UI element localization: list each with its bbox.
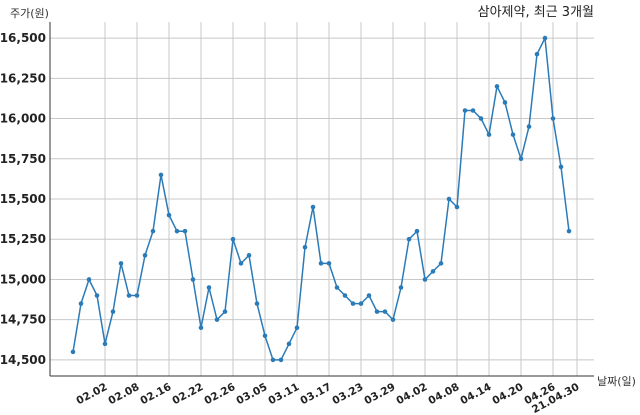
axis-layer [49, 22, 594, 377]
data-point [374, 309, 380, 314]
data-point [302, 244, 308, 250]
x-tick-label: 03.17 [298, 381, 333, 407]
y-tick-label: 16,500 [0, 31, 46, 45]
y-tick-label: 14,750 [0, 313, 46, 327]
x-tick-label: 02.02 [74, 381, 109, 407]
data-point [566, 228, 572, 234]
data-point [430, 269, 436, 274]
data-point [382, 309, 388, 314]
grid-layer [50, 22, 594, 376]
data-point [198, 325, 204, 331]
y-tick-labels: 14,500 14,750 15,000 15,250 15,500 15,750 16,0… [0, 31, 46, 367]
x-tick-label: 04.02 [394, 381, 429, 407]
data-point [478, 116, 484, 121]
data-point [134, 293, 140, 298]
data-point [406, 236, 412, 242]
x-tick-label: 03.05 [234, 381, 269, 407]
data-point [502, 100, 508, 105]
data-point [366, 293, 372, 298]
data-point [462, 108, 468, 113]
x-tick-label: 04.20 [490, 381, 525, 407]
data-point [110, 309, 116, 314]
data-point [310, 204, 316, 210]
data-point [494, 84, 500, 89]
data-point [278, 357, 284, 363]
data-point [222, 309, 228, 314]
x-tick-label: 02.26 [202, 381, 237, 407]
data-point [446, 196, 452, 202]
data-point [158, 172, 164, 178]
x-tick-label: 03.29 [362, 381, 397, 407]
data-point [270, 357, 276, 363]
data-point [510, 132, 516, 137]
y-axis-label: 주가(원) [10, 7, 49, 20]
data-point [470, 108, 476, 113]
y-tick-label: 15,500 [0, 192, 46, 206]
data-point [102, 341, 108, 347]
y-tick-label: 16,250 [0, 71, 46, 85]
x-tick-labels: 02.0202.0802.1602.2202.2603.0503.1103.17… [74, 381, 581, 415]
y-tick-label: 16,000 [0, 112, 46, 126]
data-point [254, 301, 260, 306]
data-point [350, 301, 356, 306]
data-point [286, 341, 292, 347]
data-point [166, 212, 172, 218]
x-axis-label: 날짜(일) [597, 374, 636, 388]
data-point [182, 228, 188, 234]
y-tick-label: 14,500 [0, 353, 46, 367]
x-tick-label: 04.14 [458, 381, 493, 407]
data-point [94, 293, 100, 298]
data-point [174, 228, 180, 234]
data-point [70, 349, 76, 355]
price-series [70, 35, 572, 363]
y-tick-label: 15,000 [0, 272, 46, 286]
data-point [206, 285, 212, 290]
data-point [438, 261, 444, 266]
data-point [230, 236, 236, 242]
data-point [454, 204, 460, 210]
data-point [238, 261, 244, 266]
data-point [542, 35, 548, 41]
x-tick-label: 04.08 [426, 381, 461, 407]
data-point [246, 253, 252, 258]
x-tick-label: 03.11 [266, 381, 301, 407]
data-point [342, 293, 348, 298]
data-point [422, 277, 428, 282]
data-point [526, 124, 532, 129]
data-point [86, 277, 92, 282]
data-point [118, 261, 124, 266]
data-point [150, 228, 156, 234]
data-point [534, 51, 540, 57]
data-point [486, 132, 492, 137]
x-tick-label: 03.23 [330, 381, 365, 407]
data-point [78, 301, 84, 306]
data-point [262, 333, 268, 339]
x-tick-label: 02.16 [138, 381, 173, 407]
chart-title: 삼아제약, 최근 3개월 [478, 5, 594, 20]
y-tick-label: 15,250 [0, 232, 46, 246]
data-point [358, 301, 364, 306]
data-point [334, 285, 340, 290]
y-tick-label: 15,750 [0, 152, 46, 166]
data-point [518, 156, 524, 162]
data-point [558, 164, 564, 170]
data-point [294, 325, 300, 331]
data-point [550, 116, 556, 121]
data-point [390, 317, 396, 322]
data-point [190, 277, 196, 282]
x-tick-label: 02.22 [170, 381, 205, 407]
data-point [414, 228, 420, 234]
data-point [126, 293, 132, 298]
data-point [318, 261, 324, 266]
data-point [326, 261, 332, 266]
x-tick-label: 02.08 [106, 381, 141, 407]
data-point [398, 285, 404, 290]
data-point [214, 317, 220, 322]
data-point [142, 253, 148, 258]
